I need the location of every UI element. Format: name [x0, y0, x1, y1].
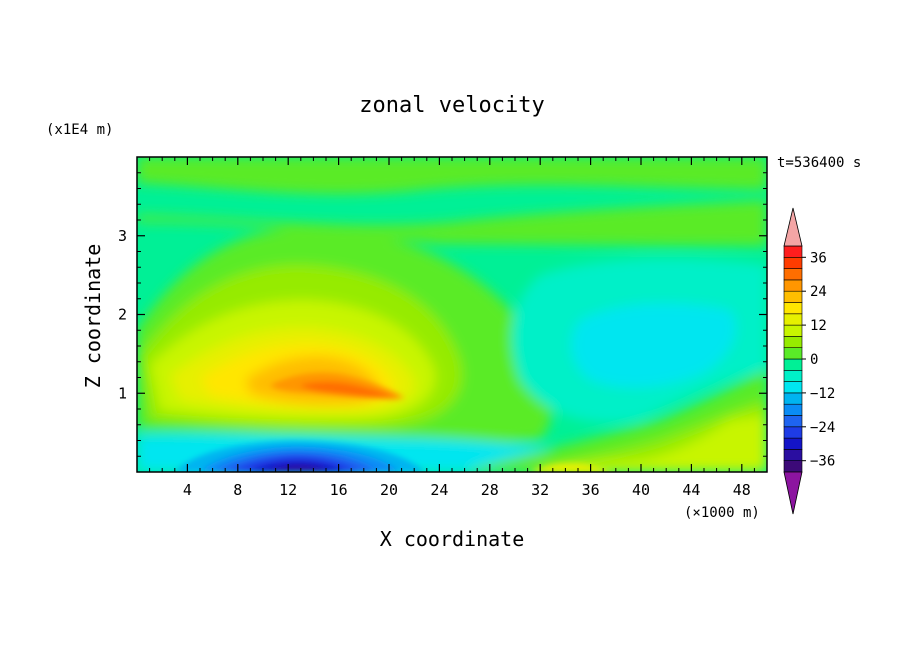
colorbar-tick-label: 36 [810, 250, 827, 266]
colorbar-tick-label: 0 [810, 352, 818, 368]
colorbar-segment [783, 369, 803, 382]
x-axis-label: X coordinate [380, 527, 525, 551]
x-tick-label: 8 [233, 481, 242, 499]
colorbar-segment [783, 336, 803, 348]
x-tick-label: 20 [380, 481, 398, 499]
colorbar-segment [783, 449, 803, 461]
colorbar-segment [783, 324, 803, 337]
colorbar-segment [783, 358, 803, 371]
jet-core-inner [300, 381, 398, 399]
y-axis-label: Z coordinate [81, 244, 105, 389]
y-axis-unit: (x1E4 m) [46, 122, 113, 138]
x-tick-label: 24 [430, 481, 448, 499]
x-axis-ticks: 4 8 12 16 20 24 28 32 36 40 44 48 [149, 157, 755, 499]
colorbar-tick-label: −24 [810, 420, 835, 436]
x-tick-label: 28 [481, 481, 499, 499]
y-axis-ticks: 1 2 3 [118, 172, 767, 457]
upper-green-band [137, 157, 767, 195]
colorbar-tick-label: −12 [810, 386, 835, 402]
x-tick-label: 44 [682, 481, 700, 499]
colorbar-segment [783, 392, 803, 405]
colorbar-segment [783, 403, 803, 416]
y-tick-label: 1 [118, 384, 127, 402]
colorbar-segment [783, 290, 803, 303]
x-tick-label: 32 [531, 481, 549, 499]
x-tick-label: 16 [330, 481, 348, 499]
colorbar-tick-label: 12 [810, 318, 827, 334]
x-tick-label: 36 [582, 481, 600, 499]
chart-title: zonal velocity [359, 93, 544, 118]
colorbar-segment [783, 268, 803, 281]
x-axis-unit: (×1000 m) [684, 505, 760, 521]
contour-field [137, 157, 767, 472]
colorbar-segment [783, 415, 803, 428]
colorbar-over-arrow [783, 207, 803, 247]
colorbar-segment [783, 426, 803, 439]
colorbar-segment [783, 279, 803, 292]
lower-right-westerly-3 [530, 415, 767, 472]
colorbar-under-arrow [783, 471, 803, 515]
time-label: t=536400 s [777, 155, 861, 171]
colorbar-segment [783, 313, 803, 326]
x-tick-label: 40 [632, 481, 650, 499]
colorbar: 36 24 12 0 −12 −24 −36 [783, 207, 835, 515]
colorbar-segment [783, 437, 803, 450]
y-tick-label: 3 [118, 227, 127, 245]
x-tick-label: 48 [733, 481, 751, 499]
colorbar-segment [783, 460, 803, 473]
colorbar-segment [783, 347, 803, 360]
x-tick-label: 4 [183, 481, 192, 499]
x-tick-label: 12 [279, 481, 297, 499]
easterly-region-inner [571, 303, 736, 388]
colorbar-segment [783, 302, 803, 315]
colorbar-tick-label: 24 [810, 284, 827, 300]
y-tick-label: 2 [118, 306, 127, 324]
colorbar-segment [783, 381, 803, 394]
colorbar-segment [783, 256, 803, 269]
surface-yellow-streak [530, 463, 615, 472]
colorbar-tick-label: −36 [810, 454, 835, 470]
colorbar-segment [783, 245, 803, 258]
middle-green-band [137, 200, 767, 246]
